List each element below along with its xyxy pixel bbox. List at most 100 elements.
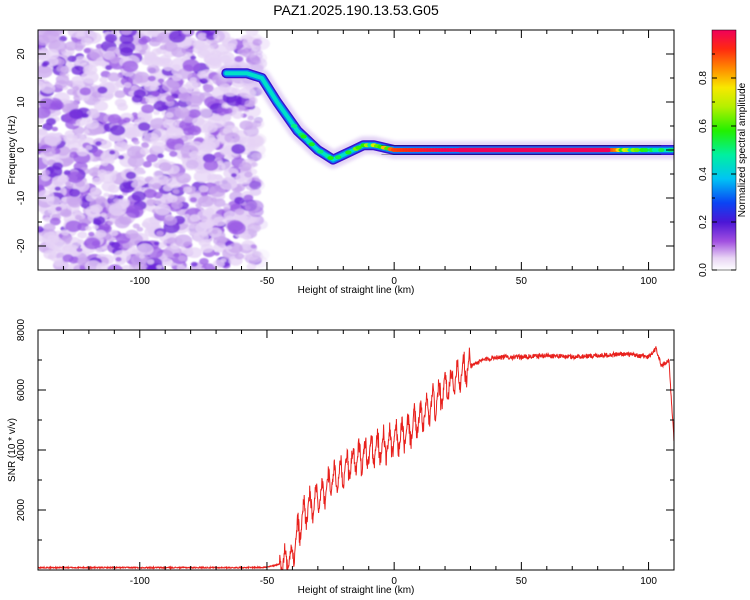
noise-blob — [145, 95, 158, 104]
noise-blob — [88, 231, 95, 237]
noise-blob — [43, 223, 56, 232]
noise-blob — [93, 216, 106, 225]
noise-blob — [51, 126, 59, 132]
noise-blob — [48, 249, 67, 263]
noise-blob — [73, 56, 88, 67]
noise-blob — [63, 134, 78, 145]
noise-blob — [247, 222, 261, 233]
colorbar-axes: 0.0 0.2 0.4 0.6 0.8 — [698, 53, 736, 277]
noise-blob — [77, 231, 88, 239]
noise-blob — [234, 196, 245, 205]
colorbar-tick-label: 0.2 — [698, 215, 709, 229]
noise-blob — [213, 30, 231, 43]
noise-blob — [104, 33, 118, 43]
noise-region — [38, 30, 270, 270]
noise-blob — [162, 119, 177, 129]
noise-blob — [142, 160, 152, 168]
noise-blob — [212, 259, 225, 269]
snr-frame — [37, 329, 675, 571]
noise-blob — [151, 128, 169, 142]
noise-blob — [74, 214, 82, 220]
x-tick-label: -100 — [130, 276, 150, 287]
noise-blob — [125, 229, 139, 240]
y-tick-label: 10 — [16, 96, 27, 108]
noise-blob — [221, 102, 230, 109]
colorbar-tick-label: 0.0 — [698, 263, 709, 277]
noise-blob — [146, 265, 157, 270]
noise-blob — [157, 78, 165, 84]
noise-blob — [153, 241, 160, 246]
noise-blob — [83, 64, 98, 76]
noise-blob — [246, 263, 257, 270]
noise-blob — [38, 106, 51, 119]
noise-blob — [65, 220, 82, 233]
noise-blob — [189, 197, 197, 203]
noise-blob — [120, 264, 134, 270]
noise-blob — [95, 195, 106, 204]
noise-blob — [172, 189, 180, 194]
noise-blob — [91, 240, 100, 247]
noise-blob — [187, 125, 202, 136]
noise-blob — [198, 107, 213, 118]
noise-blob — [190, 55, 197, 60]
noise-blob — [69, 108, 84, 120]
noise-blob — [76, 147, 89, 157]
noise-blob — [137, 122, 151, 132]
noise-blob — [65, 181, 72, 186]
snr-axes: -100 -50 0 50 100 2000 4000 6000 8000 — [16, 318, 675, 587]
noise-blob — [99, 139, 112, 149]
noise-blob — [146, 154, 158, 163]
noise-blob — [72, 86, 80, 91]
noise-blob — [131, 181, 141, 188]
noise-blob — [55, 206, 62, 212]
noise-blob — [223, 210, 237, 221]
noise-blob — [92, 91, 102, 99]
snr-panel: -100 -50 0 50 100 2000 4000 6000 8000 Height of … — [7, 318, 675, 596]
noise-blob — [174, 234, 193, 248]
noise-blob — [85, 145, 93, 150]
spectrogram-ylabel: Frequency (Hz) — [7, 116, 18, 185]
noise-blob — [68, 188, 81, 197]
noise-blob — [79, 87, 92, 96]
noise-blob — [38, 226, 44, 233]
noise-blob — [91, 172, 98, 177]
noise-blob — [153, 191, 163, 199]
noise-blob — [43, 147, 56, 157]
snr-plot-area — [38, 346, 674, 570]
noise-blob — [223, 207, 230, 212]
noise-blob — [156, 264, 163, 270]
noise-blob — [114, 141, 129, 152]
noise-blob — [216, 160, 224, 166]
noise-blob — [109, 56, 121, 64]
noise-blob — [181, 153, 189, 159]
noise-blob — [197, 70, 208, 79]
noise-blob — [139, 148, 150, 155]
noise-blob — [227, 221, 246, 235]
noise-blob — [141, 221, 150, 228]
noise-blob — [41, 169, 51, 176]
noise-blob — [212, 216, 227, 227]
y-tick-label: 6000 — [16, 378, 27, 401]
noise-blob — [160, 194, 174, 204]
noise-blob — [125, 205, 144, 219]
noise-blob — [163, 41, 178, 52]
snr-xlabel: Height of straight line (km) — [298, 585, 415, 596]
noise-blob — [50, 239, 67, 252]
colorbar-tick-label: 0.8 — [698, 71, 709, 85]
noise-blob — [109, 150, 116, 155]
noise-blob — [211, 229, 218, 235]
noise-blob — [126, 145, 145, 159]
noise-blob — [101, 246, 108, 252]
x-tick-label: -100 — [130, 576, 150, 587]
noise-blob — [113, 198, 120, 203]
noise-blob — [117, 194, 124, 200]
noise-blob — [214, 251, 220, 256]
noise-blob — [38, 80, 46, 91]
noise-blob — [165, 112, 174, 119]
noise-blob — [132, 223, 140, 229]
noise-blob — [38, 50, 50, 61]
noise-blob — [153, 110, 160, 116]
noise-blob — [89, 187, 101, 196]
x-tick-label: 100 — [640, 576, 657, 587]
noise-blob — [61, 234, 73, 243]
